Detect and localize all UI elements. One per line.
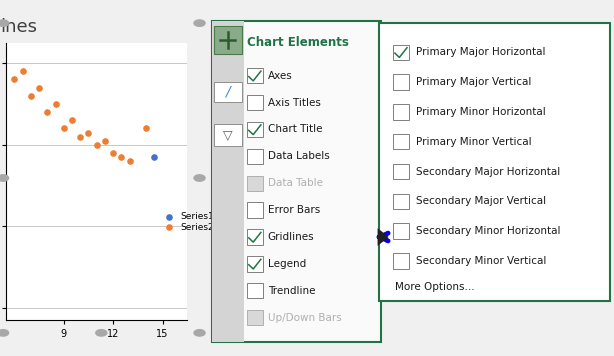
- Point: [9, 77, 19, 82]
- Text: Trendline: Trendline: [268, 286, 315, 296]
- Text: Secondary Minor Horizontal: Secondary Minor Horizontal: [416, 226, 561, 236]
- Point: [125, 158, 134, 164]
- Point: [34, 85, 44, 90]
- Text: Primary Major Vertical: Primary Major Vertical: [416, 77, 532, 87]
- Text: Data Labels: Data Labels: [268, 151, 330, 161]
- Text: Chart Elements: Chart Elements: [247, 36, 349, 48]
- Point: [108, 150, 118, 156]
- Point: [18, 68, 28, 74]
- Text: Chart Title: Chart Title: [268, 125, 322, 135]
- Text: Gridlines: Gridlines: [268, 232, 314, 242]
- Text: /: /: [225, 85, 230, 99]
- Text: ines: ines: [1, 17, 37, 36]
- Text: Axis Titles: Axis Titles: [268, 98, 321, 108]
- Text: Primary Minor Vertical: Primary Minor Vertical: [416, 137, 532, 147]
- Text: Primary Minor Horizontal: Primary Minor Horizontal: [416, 107, 546, 117]
- Text: Data Table: Data Table: [268, 178, 323, 188]
- Point: [42, 109, 52, 115]
- Point: [26, 93, 36, 99]
- Text: Axes: Axes: [268, 71, 292, 81]
- Point: [149, 154, 159, 160]
- Text: Legend: Legend: [268, 259, 306, 269]
- Text: ▽: ▽: [223, 129, 233, 142]
- Point: [100, 138, 110, 143]
- Point: [50, 101, 60, 107]
- Point: [92, 142, 102, 148]
- Point: [141, 126, 151, 131]
- Text: Error Bars: Error Bars: [268, 205, 320, 215]
- Text: More Options...: More Options...: [395, 282, 475, 292]
- Text: Secondary Major Vertical: Secondary Major Vertical: [416, 197, 546, 206]
- Point: [67, 117, 77, 123]
- Point: [84, 130, 93, 135]
- Text: Secondary Minor Vertical: Secondary Minor Vertical: [416, 256, 546, 266]
- Point: [59, 126, 69, 131]
- Point: [76, 134, 85, 140]
- Text: Up/Down Bars: Up/Down Bars: [268, 313, 341, 323]
- Text: Secondary Major Horizontal: Secondary Major Horizontal: [416, 167, 561, 177]
- Point: [117, 154, 126, 160]
- Legend: Series1, Series2: Series1, Series2: [159, 211, 216, 232]
- Text: Primary Major Horizontal: Primary Major Horizontal: [416, 47, 546, 57]
